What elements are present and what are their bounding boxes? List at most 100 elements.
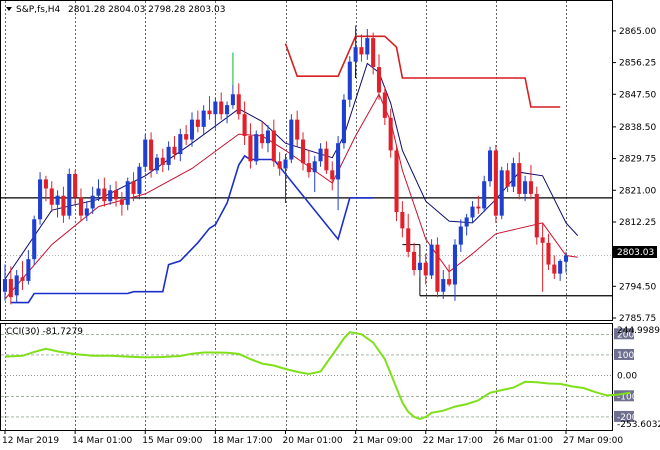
candle[interactable] xyxy=(84,201,89,222)
candle[interactable] xyxy=(458,219,463,252)
candle[interactable] xyxy=(417,257,422,278)
candle[interactable] xyxy=(523,175,528,202)
candle[interactable] xyxy=(476,195,481,214)
candle[interactable] xyxy=(277,152,282,176)
candle[interactable] xyxy=(38,172,43,225)
candle[interactable] xyxy=(236,83,241,120)
candle[interactable] xyxy=(271,119,276,167)
candle[interactable] xyxy=(96,179,101,202)
candle[interactable] xyxy=(452,239,458,301)
candle[interactable] xyxy=(482,175,487,213)
candle[interactable] xyxy=(376,54,382,100)
candle[interactable] xyxy=(493,144,498,223)
candle[interactable] xyxy=(289,114,294,164)
candle[interactable] xyxy=(534,186,539,245)
candle[interactable] xyxy=(306,150,311,178)
candle[interactable] xyxy=(8,266,13,305)
candle[interactable] xyxy=(318,143,323,167)
candle[interactable] xyxy=(102,177,107,207)
candle[interactable] xyxy=(347,56,352,107)
candle[interactable] xyxy=(195,110,200,133)
candle[interactable] xyxy=(365,29,370,60)
candle[interactable] xyxy=(265,125,271,153)
candle[interactable] xyxy=(131,172,136,202)
candle[interactable] xyxy=(470,201,475,223)
candles[interactable] xyxy=(2,25,569,305)
candle[interactable] xyxy=(32,215,37,265)
candle[interactable] xyxy=(154,154,159,174)
candle[interactable] xyxy=(108,184,113,205)
candle[interactable] xyxy=(125,177,130,211)
candle[interactable] xyxy=(336,135,341,211)
candle[interactable] xyxy=(464,213,469,236)
candle[interactable] xyxy=(213,97,218,129)
candle[interactable] xyxy=(447,264,452,287)
candle[interactable] xyxy=(20,260,25,290)
candle[interactable] xyxy=(295,110,300,147)
candle[interactable] xyxy=(312,155,317,193)
candle[interactable] xyxy=(324,141,329,174)
candle[interactable] xyxy=(78,188,84,222)
candle[interactable] xyxy=(546,233,551,270)
candle[interactable] xyxy=(400,201,405,238)
candle[interactable] xyxy=(353,25,358,69)
candle[interactable] xyxy=(219,92,224,120)
candle[interactable] xyxy=(43,175,48,202)
candle[interactable] xyxy=(406,213,411,258)
candle[interactable] xyxy=(143,134,148,173)
candle[interactable] xyxy=(441,269,446,299)
candle[interactable] xyxy=(49,181,54,213)
candle[interactable] xyxy=(341,94,346,149)
candle[interactable] xyxy=(178,128,183,162)
candle[interactable] xyxy=(248,123,253,169)
candle[interactable] xyxy=(528,164,533,200)
candle[interactable] xyxy=(260,121,265,149)
candle[interactable] xyxy=(160,148,165,173)
candle[interactable] xyxy=(330,161,335,191)
candle[interactable] xyxy=(55,190,60,218)
candle[interactable] xyxy=(172,135,177,160)
candle[interactable] xyxy=(394,144,399,222)
candle[interactable] xyxy=(201,105,206,135)
candle[interactable] xyxy=(412,242,417,276)
candle[interactable] xyxy=(505,163,510,193)
candle[interactable] xyxy=(517,152,522,200)
candle[interactable] xyxy=(90,186,95,214)
candle[interactable] xyxy=(388,108,393,158)
candle[interactable] xyxy=(149,132,154,178)
candle[interactable] xyxy=(371,32,376,75)
candle[interactable] xyxy=(67,168,72,220)
candle[interactable] xyxy=(254,130,259,165)
candle[interactable] xyxy=(2,264,8,301)
candle[interactable] xyxy=(382,87,387,126)
candle[interactable] xyxy=(61,186,66,223)
candle-body xyxy=(55,195,60,205)
candle[interactable] xyxy=(119,192,124,216)
candle[interactable] xyxy=(242,101,247,145)
collapse-arrow-icon[interactable] xyxy=(6,7,12,11)
candle[interactable] xyxy=(423,253,428,285)
candle[interactable] xyxy=(184,125,189,145)
candle[interactable] xyxy=(73,170,78,205)
candle[interactable] xyxy=(283,154,288,203)
candle[interactable] xyxy=(429,239,434,280)
candle[interactable] xyxy=(207,96,212,120)
candle[interactable] xyxy=(113,181,119,207)
candle[interactable] xyxy=(499,166,504,220)
candle[interactable] xyxy=(14,269,19,303)
candle[interactable] xyxy=(225,101,230,124)
candle[interactable] xyxy=(511,157,516,193)
candle[interactable] xyxy=(189,112,195,147)
candle[interactable] xyxy=(563,251,569,273)
candle[interactable] xyxy=(166,141,171,171)
candle[interactable] xyxy=(359,34,364,62)
candle[interactable] xyxy=(300,132,306,171)
candle[interactable] xyxy=(558,259,563,281)
candle[interactable] xyxy=(137,163,142,200)
candle[interactable] xyxy=(435,237,440,298)
candle[interactable] xyxy=(540,222,545,292)
candle[interactable] xyxy=(552,255,557,280)
candle[interactable] xyxy=(487,146,493,187)
candle[interactable] xyxy=(26,250,31,285)
